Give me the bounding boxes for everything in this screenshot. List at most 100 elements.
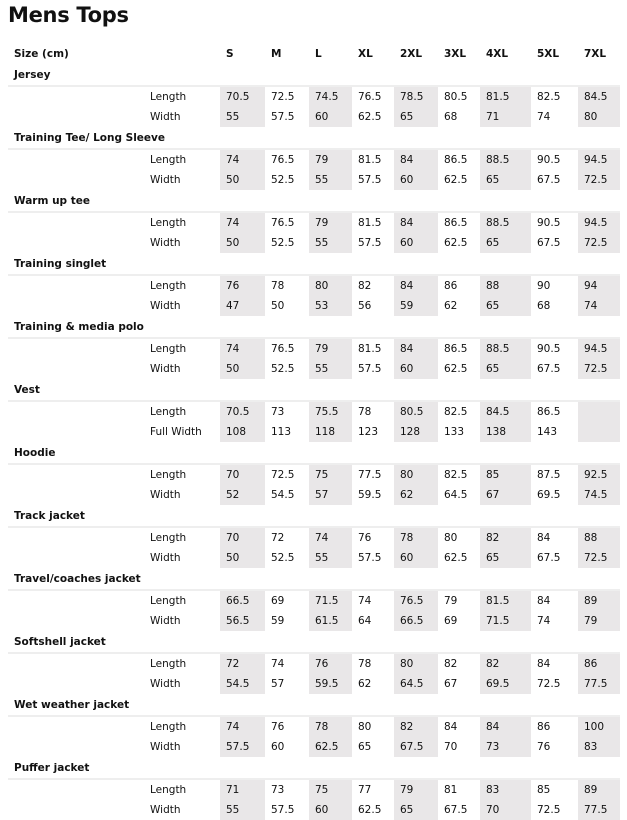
value-cell-4xl: 65 <box>480 170 531 190</box>
measurement-label: Width <box>150 237 181 249</box>
value-cell-4xl: 85 <box>480 463 531 485</box>
value-cell-7xl: 72.5 <box>578 170 620 190</box>
value-cell-m: 73 <box>265 778 309 800</box>
value-cell-4xl: 84 <box>480 715 531 737</box>
measurement-label: Length <box>150 211 220 233</box>
value-cell-4xl: 88.5 <box>480 211 531 233</box>
value-cell-2xl: 65 <box>394 107 438 127</box>
section-row: Training singlet <box>8 253 620 275</box>
value-cell-3xl: 86.5 <box>438 337 480 359</box>
value-cell-7xl: 80 <box>578 107 620 127</box>
measurement-label: Length <box>150 463 220 485</box>
size-header-7xl: 7XL <box>584 48 607 60</box>
value-cell-7xl: 83 <box>578 737 620 757</box>
value-cell-l: 55 <box>309 170 352 190</box>
size-header-m: M <box>271 48 282 60</box>
value-cell-m: 76 <box>265 715 309 737</box>
measurement-label: Width <box>150 741 181 753</box>
indent-cell <box>8 211 150 233</box>
value-cell-3xl: 69 <box>444 615 458 627</box>
value-cell-2xl: 80 <box>394 463 438 485</box>
value-cell-xl: 57.5 <box>358 363 382 375</box>
indent-cell <box>8 611 150 631</box>
measurement-label: Width <box>150 111 181 123</box>
table-row: Length 74 76 78 80 82 84 84 86 100 <box>8 715 620 737</box>
value-cell-xl: 62.5 <box>358 804 382 816</box>
table-row: Width 54.5 57 59.5 62 64.5 67 69.5 72.5 77.5 <box>8 674 620 694</box>
section-row: Wet weather jacket <box>8 694 620 716</box>
value-cell-s: 50 <box>220 359 265 379</box>
value-cell-5xl: 86.5 <box>531 400 578 422</box>
section-row: Training & media polo <box>8 316 620 338</box>
size-header-label: Size (cm) <box>14 48 69 60</box>
value-cell-l: 74.5 <box>309 85 352 107</box>
indent-cell <box>8 274 150 296</box>
value-cell-s: 57.5 <box>220 737 265 757</box>
value-cell-2xl: 128 <box>394 422 438 442</box>
value-cell-7xl: 94.5 <box>578 337 620 359</box>
section-row: Hoodie <box>8 442 620 464</box>
table-row: Length 70.5 73 75.5 78 80.5 82.5 84.5 86.5 <box>8 400 620 422</box>
value-cell-2xl: 60 <box>394 548 438 568</box>
value-cell-xl: 57.5 <box>358 552 382 564</box>
value-cell-xl: 81.5 <box>352 337 394 359</box>
value-cell-m: 59 <box>271 615 285 627</box>
value-cell-m: 76.5 <box>265 337 309 359</box>
value-cell-m: 73 <box>265 400 309 422</box>
table-row: Length 71 73 75 77 79 81 83 85 89 <box>8 778 620 800</box>
value-cell-3xl: 80 <box>438 526 480 548</box>
value-cell-5xl: 72.5 <box>537 804 561 816</box>
value-cell-3xl: 67.5 <box>444 804 468 816</box>
measurement-label: Width <box>150 804 181 816</box>
value-cell-3xl: 62.5 <box>444 552 468 564</box>
value-cell-5xl: 76 <box>537 741 551 753</box>
value-cell-xl: 80 <box>352 715 394 737</box>
value-cell-l: 118 <box>309 422 352 442</box>
value-cell-xl: 81.5 <box>352 211 394 233</box>
section-row: Jersey <box>8 64 620 86</box>
value-cell-5xl: 84 <box>531 526 578 548</box>
value-cell-xl: 81.5 <box>352 148 394 170</box>
value-cell-xl: 78 <box>352 652 394 674</box>
value-cell-7xl: 77.5 <box>578 674 620 694</box>
value-cell-3xl: 86.5 <box>438 148 480 170</box>
measurement-label: Length <box>150 589 220 611</box>
value-cell-3xl: 84 <box>438 715 480 737</box>
measurement-label: Length <box>150 337 220 359</box>
value-cell-2xl: 84 <box>394 274 438 296</box>
indent-cell <box>8 148 150 170</box>
section-title: Hoodie <box>14 446 56 459</box>
value-cell-7xl: 94.5 <box>578 148 620 170</box>
indent-cell <box>8 800 150 820</box>
measurement-label: Width <box>150 363 181 375</box>
value-cell-s: 70.5 <box>220 400 265 422</box>
value-cell-l: 59.5 <box>309 674 352 694</box>
table-row: Length 66.5 69 71.5 74 76.5 79 81.5 84 89 <box>8 589 620 611</box>
measurement-label: Full Width <box>150 426 202 438</box>
table-row: Width 50 52.5 55 57.5 60 62.5 65 67.5 72.5 <box>8 548 620 568</box>
value-cell-s: 74 <box>220 148 265 170</box>
value-cell-7xl: 89 <box>578 778 620 800</box>
value-cell-l: 79 <box>309 148 352 170</box>
value-cell-5xl: 85 <box>531 778 578 800</box>
section-title: Vest <box>14 383 40 396</box>
value-cell-2xl: 78 <box>394 526 438 548</box>
value-cell-s: 50 <box>220 233 265 253</box>
value-cell-3xl: 67 <box>444 678 458 690</box>
value-cell-s: 47 <box>220 296 265 316</box>
value-cell-xl: 77.5 <box>352 463 394 485</box>
measurement-label: Length <box>150 652 220 674</box>
value-cell-4xl: 83 <box>480 778 531 800</box>
indent-cell <box>8 463 150 485</box>
section-title: Training Tee/ Long Sleeve <box>14 131 166 144</box>
value-cell-xl: 82 <box>352 274 394 296</box>
value-cell-m: 76.5 <box>265 148 309 170</box>
value-cell-4xl: 88 <box>480 274 531 296</box>
value-cell-m: 72.5 <box>265 463 309 485</box>
value-cell-5xl: 84 <box>531 652 578 674</box>
table-row: Full Width 108 113 118 123 128 133 138 143 <box>8 422 620 442</box>
value-cell-7xl: 74.5 <box>578 485 620 505</box>
value-cell-xl: 74 <box>352 589 394 611</box>
value-cell-s: 72 <box>220 652 265 674</box>
value-cell-5xl: 74 <box>537 111 551 123</box>
